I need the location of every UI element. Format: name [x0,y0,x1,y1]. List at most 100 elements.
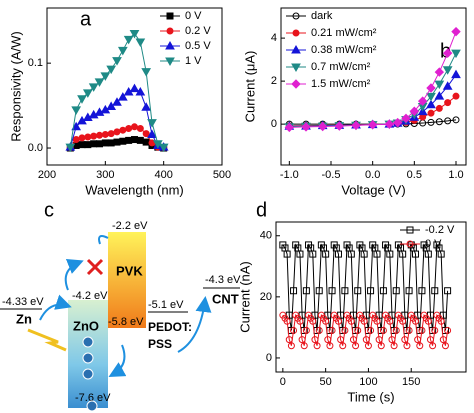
marker [84,141,92,149]
light [27,328,67,352]
marker [117,92,128,101]
marker [125,125,133,133]
x-tick-label: 0.0 [365,169,380,181]
marker [347,317,355,325]
marker [451,49,461,59]
marker [101,130,109,138]
marker [429,342,437,350]
legend-marker [406,226,414,234]
marker [131,123,138,131]
legend-label: 0 V [185,10,202,22]
legend-label: 0.2 V [185,25,211,37]
layer-label: PEDOT: [148,320,192,334]
marker [412,317,420,325]
x-tick-label: 100 [359,376,377,388]
marker [444,287,452,295]
marker [416,342,424,350]
marker [426,99,436,109]
legend-marker [291,63,301,73]
marker [147,119,157,128]
y-axis-title: Responsivity (A/W) [8,31,23,142]
marker [290,287,298,295]
y-axis-title: Current (μA) [242,51,257,123]
marker [113,138,121,146]
marker [405,326,413,334]
marker [424,250,432,258]
marker [409,106,420,116]
marker [90,132,98,140]
marker [142,130,150,138]
marker [349,336,357,344]
marker [301,122,311,132]
y-tick-label: 0.0 [28,142,43,154]
legend-marker [291,79,301,89]
marker [283,250,291,258]
marker [347,250,355,258]
legend-marker [166,27,174,35]
marker [96,131,103,139]
marker [442,48,453,58]
marker [354,326,362,334]
marker [401,336,409,344]
level-label: -4.2 eV [72,290,108,302]
marker [442,81,453,90]
marker [441,342,449,350]
legend-marker [291,44,301,54]
marker [424,317,432,325]
marker [412,250,420,258]
marker [390,342,398,350]
marker [141,68,152,77]
panel-label: d [256,199,267,221]
marker [131,136,138,144]
legend-label: 0.38 mW/cm² [311,44,377,56]
marker [107,139,115,147]
marker [113,128,121,136]
marker [84,133,92,141]
layer-label: ZnO [73,318,99,333]
marker [384,119,395,129]
marker [373,317,381,325]
energy-diagram: c -2.2 eV PVK -5.8 eV ZnO -4.2 eV -7.6 e… [0,199,241,412]
marker [367,287,375,295]
marker [117,46,128,56]
marker [362,336,370,344]
level-label: -5.8 eV [108,316,144,328]
x-tick-label: 400 [154,169,172,181]
marker [452,116,460,124]
legend-marker [292,12,300,20]
marker [315,326,323,334]
marker [439,336,447,344]
marker [107,130,115,138]
marker [392,117,403,128]
y-tick-label: 0.1 [28,57,43,69]
arrow [177,296,212,353]
marker [96,140,103,148]
y-tick-label: 20 [260,291,272,303]
marker [403,342,411,350]
marker [426,83,436,93]
marker [437,317,445,325]
level-label: -5.1 eV [148,299,184,311]
charges [82,336,98,412]
marker [427,109,435,117]
marker [326,342,334,350]
x-tick-label: 500 [213,169,231,181]
marker [300,342,308,350]
marker [71,121,82,131]
marker [284,122,295,133]
legend-marker [165,57,175,67]
arrow [108,344,127,377]
legend-label: dark [311,10,333,22]
marker [78,134,86,142]
marker [311,336,319,344]
marker [386,250,394,258]
marker [451,69,461,79]
marker [123,35,134,45]
x-tick-label: 300 [96,169,114,181]
marker [444,117,452,125]
marker [435,118,443,126]
marker [82,89,93,98]
x-tick-label: 1.0 [448,169,463,181]
marker [90,140,98,148]
